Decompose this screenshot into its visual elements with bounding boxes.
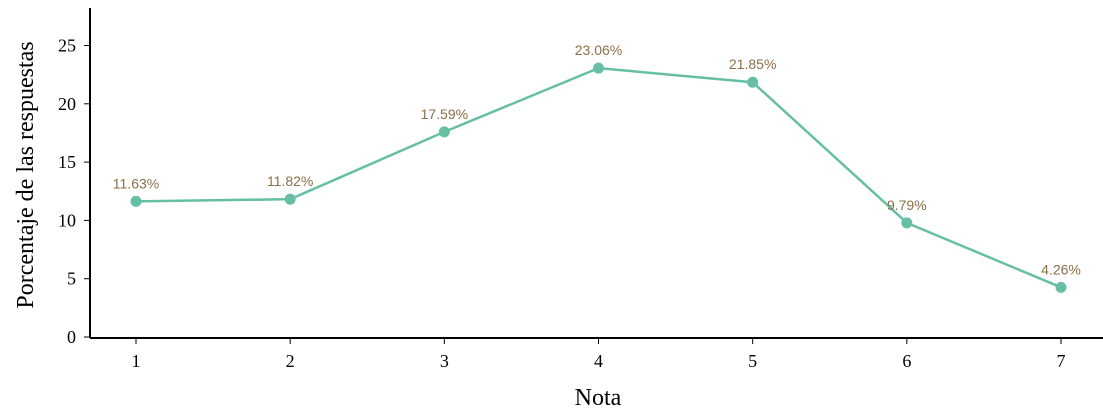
x-tick-label-7: 7 [1057,351,1066,371]
data-point-2 [284,193,296,205]
x-tick-label-4: 4 [594,351,603,371]
data-label-3: 17.59% [421,106,468,122]
y-tick-label-10: 10 [58,210,76,230]
y-tick-label-15: 15 [58,152,76,172]
y-tick-label-5: 5 [67,269,76,289]
y-tick-label-25: 25 [58,35,76,55]
data-point-6 [901,217,913,229]
plot-area: 11.63% 11.82% 17.59% 23.06% 21.85% 9.79% 4.26% [113,42,1081,293]
x-axis-title: Nota [575,385,622,410]
data-point-1 [130,195,142,207]
data-point-4 [593,62,604,74]
x-tick-label-3: 3 [440,351,449,371]
x-tick-label-6: 6 [902,351,911,371]
data-point-3 [438,126,450,138]
data-label-4: 23.06% [575,42,622,58]
data-label-6: 9.79% [887,197,927,213]
y-tick-label-20: 20 [58,94,76,114]
x-tick-label-1: 1 [132,351,141,371]
axis-labels: Nota Porcentaje de las respuestas [13,41,622,410]
data-point-5 [747,76,759,88]
x-tick-label-5: 5 [748,351,757,371]
data-label-5: 21.85% [729,56,776,72]
data-label-2: 11.82% [267,173,313,189]
y-axis-title: Porcentaje de las respuestas [13,41,39,308]
data-label-7: 4.26% [1041,261,1081,277]
axes: 1 2 3 4 5 6 7 0 5 10 15 20 25 [58,8,1103,371]
data-label-1: 11.63% [113,175,159,191]
x-tick-label-2: 2 [286,351,295,371]
data-point-7 [1055,281,1067,293]
y-tick-label-0: 0 [67,327,76,347]
